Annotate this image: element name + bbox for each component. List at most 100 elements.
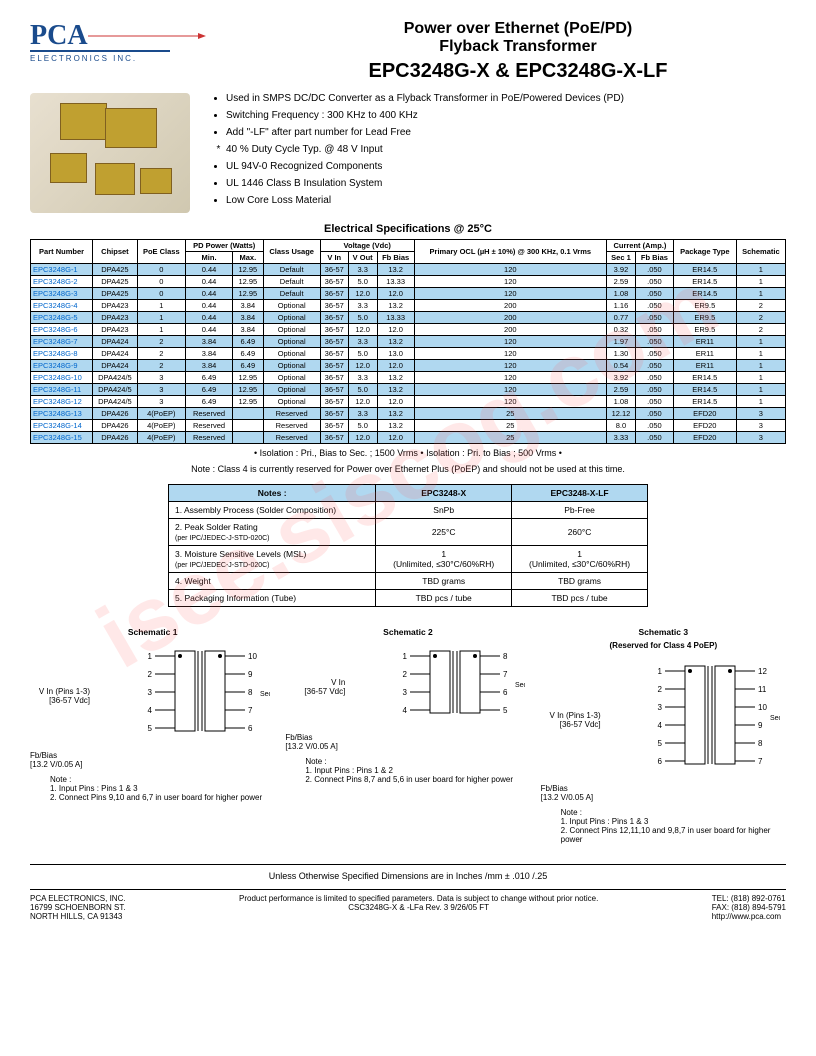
th-vout: V Out [348, 252, 377, 264]
svg-text:8: 8 [503, 652, 508, 661]
isolation-line: • Isolation : Pri., Bias to Sec. ; 1500 … [30, 448, 786, 458]
logo: PCA ELECTRONICS INC. [30, 20, 230, 63]
spec-cell [233, 420, 263, 432]
spec-cell: Reserved [263, 432, 320, 444]
logo-letters: PCA [30, 20, 88, 52]
spec-row: EPC3248G-8DPA42423.846.49Optional36-575.… [31, 348, 786, 360]
th-fbbias2: Fb Bias [635, 252, 673, 264]
spec-cell: 12.0 [348, 432, 377, 444]
spec-cell: 2 [137, 348, 185, 360]
svg-text:4: 4 [658, 721, 663, 730]
svg-text:Sec. 1: Sec. 1 [770, 715, 780, 722]
spec-cell: 5.0 [348, 384, 377, 396]
spec-cell: Reserved [185, 408, 232, 420]
th-chipset: Chipset [93, 240, 138, 264]
schematic-vin-label: V In[36-57 Vdc] [285, 678, 345, 696]
spec-cell: EFD20 [673, 420, 736, 432]
spec-cell: DPA424/5 [93, 396, 138, 408]
spec-cell: EPC3248G-11 [31, 384, 93, 396]
spec-cell: .050 [635, 432, 673, 444]
bullet-item: Used in SMPS DC/DC Converter as a Flybac… [226, 93, 786, 104]
title-line2: Flyback Transformer [250, 38, 786, 56]
spec-cell: Optional [263, 324, 320, 336]
spec-cell: 36-57 [320, 288, 348, 300]
notes-th2: EPC3248-X-LF [512, 485, 648, 502]
footer-center1: Product performance is limited to specif… [126, 894, 712, 903]
th-ocl: Primary OCL (µH ± 10%) @ 300 KHz, 0.1 Vr… [414, 240, 606, 264]
spec-cell: DPA424 [93, 348, 138, 360]
spec-cell: .050 [635, 312, 673, 324]
footer-center: Product performance is limited to specif… [126, 894, 712, 921]
svg-text:5: 5 [658, 739, 663, 748]
spec-row: EPC3248G-4DPA42310.443.84Optional36-573.… [31, 300, 786, 312]
spec-cell: 36-57 [320, 408, 348, 420]
spec-cell: 1 [736, 264, 785, 276]
spec-row: EPC3248G-2DPA42500.4412.95Default36-575.… [31, 276, 786, 288]
spec-cell: 1.08 [606, 396, 635, 408]
spec-cell: 12.95 [233, 288, 263, 300]
spec-cell: 1 [137, 324, 185, 336]
spec-cell: 3 [736, 420, 785, 432]
spec-cell: Reserved [263, 408, 320, 420]
spec-cell: 36-57 [320, 336, 348, 348]
notes-c2: TBD pcs / tube [512, 590, 648, 607]
spec-cell: DPA424 [93, 360, 138, 372]
spec-cell: EPC3248G-7 [31, 336, 93, 348]
svg-text:6: 6 [658, 757, 663, 766]
notes-c2: 260°C [512, 519, 648, 546]
spec-cell: DPA424/5 [93, 384, 138, 396]
schematic-fb-label: Fb/Bias[13.2 V/0.05 A] [285, 733, 530, 751]
spec-cell: 120 [414, 360, 606, 372]
spec-cell: .050 [635, 408, 673, 420]
spec-cell: DPA423 [93, 324, 138, 336]
spec-cell: 36-57 [320, 348, 348, 360]
spec-cell: 13.2 [377, 300, 414, 312]
spec-cell: 3.84 [233, 312, 263, 324]
svg-text:7: 7 [503, 670, 508, 679]
spec-cell: 13.2 [377, 384, 414, 396]
schematic-3: Schematic 3 (Reserved for Class 4 PoEP) … [541, 627, 786, 844]
spec-cell: 200 [414, 300, 606, 312]
spec-cell: 2.59 [606, 384, 635, 396]
spec-cell: Optional [263, 372, 320, 384]
spec-cell: ER14.5 [673, 288, 736, 300]
svg-text:12: 12 [758, 667, 767, 676]
spec-cell: 1.08 [606, 288, 635, 300]
spec-cell: 3.84 [233, 324, 263, 336]
spec-cell: .050 [635, 276, 673, 288]
th-pd: PD Power (Watts) [185, 240, 263, 252]
bullet-item: UL 1446 Class B Insulation System [226, 178, 786, 189]
header: PCA ELECTRONICS INC. Power over Ethernet… [30, 20, 786, 83]
spec-cell: ER14.5 [673, 384, 736, 396]
spec-cell: 120 [414, 384, 606, 396]
spec-cell: Optional [263, 360, 320, 372]
specs-table: Part Number Chipset PoE Class PD Power (… [30, 239, 786, 444]
th-current: Current (Amp.) [606, 240, 673, 252]
notes-th0: Notes : [169, 485, 376, 502]
spec-cell: 25 [414, 408, 606, 420]
spec-cell: ER14.5 [673, 264, 736, 276]
spec-title: Electrical Specifications @ 25°C [30, 223, 786, 235]
schematic-title: Schematic 1 [30, 627, 275, 637]
spec-cell: 36-57 [320, 300, 348, 312]
notes-row: 2. Peak Solder Rating(per IPC/JEDEC-J-ST… [169, 519, 648, 546]
spec-cell: 12.95 [233, 384, 263, 396]
svg-text:5: 5 [503, 706, 508, 715]
th-pkg: Package Type [673, 240, 736, 264]
spec-cell: 3.33 [606, 432, 635, 444]
spec-cell: 2 [137, 336, 185, 348]
notes-label: 1. Assembly Process (Solder Composition) [169, 502, 376, 519]
spec-cell: 120 [414, 276, 606, 288]
spec-cell: 120 [414, 288, 606, 300]
spec-row: EPC3248G-10DPA424/536.4912.95Optional36-… [31, 372, 786, 384]
spec-cell: 1 [736, 372, 785, 384]
spec-cell: DPA423 [93, 312, 138, 324]
spec-cell: 25 [414, 432, 606, 444]
notes-row: 5. Packaging Information (Tube)TBD pcs /… [169, 590, 648, 607]
spec-cell: ER14.5 [673, 396, 736, 408]
spec-cell: 120 [414, 396, 606, 408]
spec-cell: 36-57 [320, 264, 348, 276]
spec-row: EPC3248G-6DPA42310.443.84Optional36-5712… [31, 324, 786, 336]
spec-cell: 3 [137, 396, 185, 408]
spec-cell: EFD20 [673, 432, 736, 444]
